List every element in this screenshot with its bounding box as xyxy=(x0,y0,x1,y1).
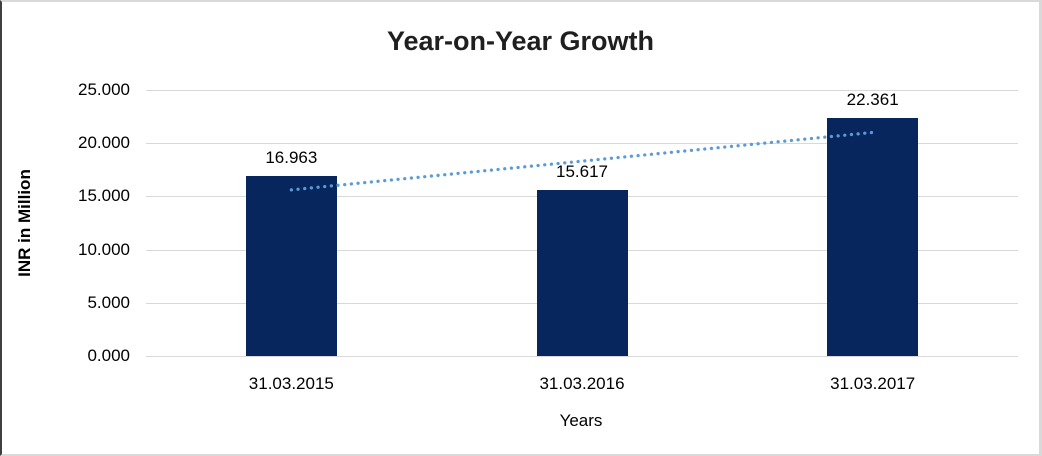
y-axis-title: INR in Million xyxy=(15,169,34,277)
bar-31.03.2016 xyxy=(536,189,628,356)
bar-value-label: 15.617 xyxy=(556,161,608,181)
x-tick-label: 31.03.2017 xyxy=(830,374,916,393)
y-tick-label: 10.000 xyxy=(78,239,130,259)
x-axis-title: Years xyxy=(559,411,603,430)
y-tick-label: 25.000 xyxy=(78,80,130,99)
chart-title: Year-on-Year Growth xyxy=(386,26,655,56)
bar-value-label: 16.963 xyxy=(265,147,318,167)
x-tick-label: 31.03.2015 xyxy=(248,374,334,393)
gridline-25.000 xyxy=(146,90,1018,91)
y-tick-label: 15.000 xyxy=(78,186,130,206)
bar-31.03.2017 xyxy=(827,118,919,356)
plot-area: 16.963 15.617 22.361 xyxy=(146,90,1018,357)
gridline-20.000 xyxy=(146,143,1018,145)
x-tick-label: 31.03.2016 xyxy=(539,374,625,393)
bar-31.03.2015 xyxy=(245,175,337,356)
trendline-svg xyxy=(289,130,875,192)
gridline-0.000 xyxy=(146,356,1018,357)
bar-value-label: 22.361 xyxy=(846,90,899,110)
y-tick-label: 0.000 xyxy=(87,346,130,365)
y-tick-label: 20.000 xyxy=(78,133,130,153)
y-tick-label: 5.000 xyxy=(87,292,130,312)
